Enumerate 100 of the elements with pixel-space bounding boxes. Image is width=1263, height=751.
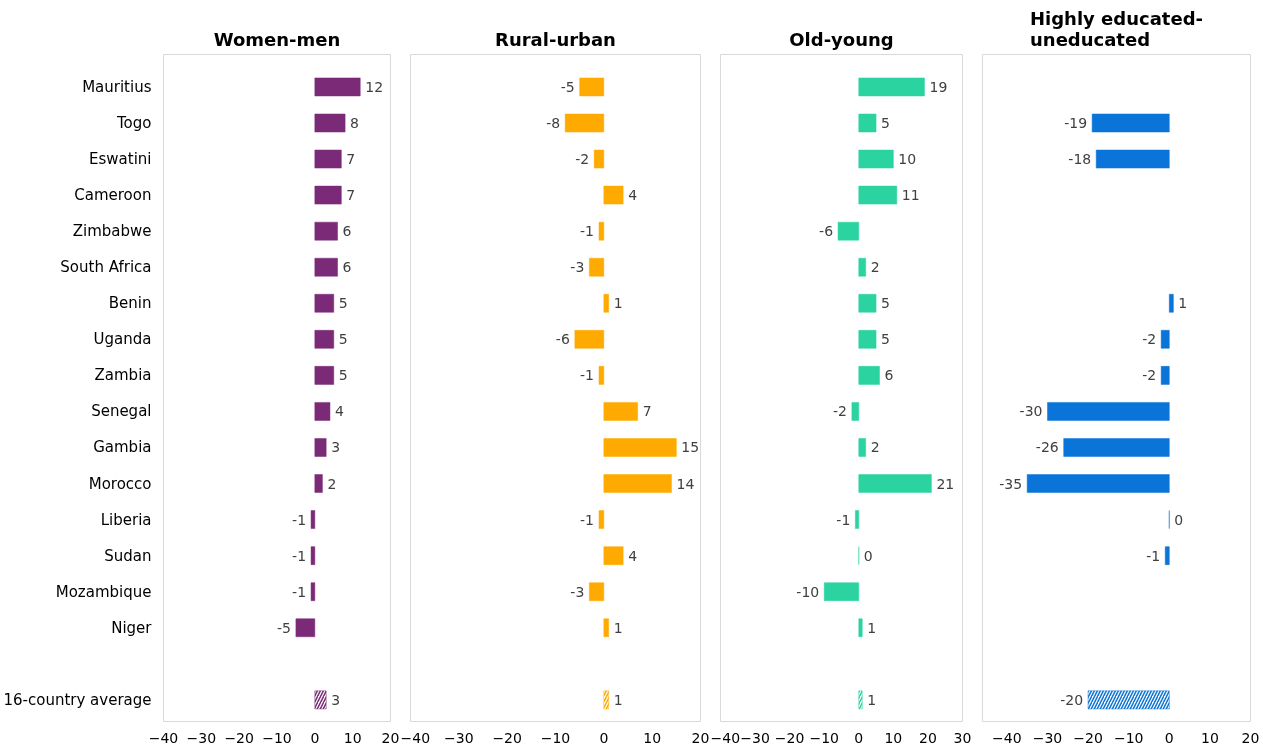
data-label: 14 (676, 475, 695, 492)
data-label: 1 (1178, 295, 1188, 312)
data-label: 19 (929, 78, 948, 95)
data-label: -1 (580, 223, 595, 240)
bar (314, 366, 334, 385)
bar (310, 582, 316, 601)
data-label: 7 (642, 403, 652, 420)
y-tick-label: Togo (116, 114, 152, 132)
y-tick-label: Niger (111, 618, 153, 637)
data-label: -3 (570, 583, 585, 600)
bar (858, 474, 932, 493)
y-tick-label: Zimbabwe (72, 222, 152, 241)
y-tick-label: Cameroon (74, 186, 152, 205)
bar (314, 257, 338, 277)
y-tick-label: Liberia (100, 510, 152, 529)
data-label: 1 (613, 691, 623, 708)
data-label: 3 (331, 691, 341, 708)
data-label: 0 (863, 547, 873, 564)
x-tick-label: 20 (381, 729, 400, 746)
x-tick-label: 20 (1241, 729, 1260, 746)
data-label: 4 (334, 403, 344, 420)
chart-title: Rural-urban (495, 28, 616, 50)
bar (314, 77, 361, 97)
y-tick-label: Eswatini (89, 150, 152, 169)
bar (837, 221, 860, 241)
chart-title: Highly educated- uneducated (1030, 7, 1203, 50)
bar (603, 618, 609, 638)
bar (598, 221, 605, 241)
data-label: 6 (342, 223, 352, 240)
bar (858, 113, 877, 133)
data-label: -19 (1064, 115, 1088, 131)
bar (858, 77, 925, 97)
data-label: 5 (881, 115, 890, 131)
x-tick-label: 10 (643, 729, 662, 746)
data-label: 4 (628, 547, 638, 564)
bar (314, 402, 331, 421)
y-tick-label: South Africa (60, 258, 152, 277)
x-tick-label: 10 (884, 729, 903, 746)
bar (603, 546, 624, 565)
data-label: 2 (870, 259, 880, 276)
data-label: -3 (570, 259, 585, 276)
bar (855, 510, 860, 529)
data-label: 21 (936, 475, 955, 492)
data-label: 6 (342, 259, 352, 276)
x-tick-label: 10 (343, 729, 362, 746)
y-tick-label: Morocco (88, 474, 152, 493)
bar (858, 366, 880, 385)
data-label: 3 (331, 439, 341, 456)
x-tick-label: 20 (691, 729, 710, 746)
data-label: -2 (1142, 331, 1157, 348)
y-tick-label: 16-country average (3, 690, 152, 709)
data-label: 5 (338, 295, 348, 312)
bar (295, 618, 316, 638)
bar (310, 546, 316, 565)
bar (314, 149, 342, 169)
y-tick-label: Sudan (104, 546, 152, 565)
x-tick-label: −40 (400, 729, 431, 746)
chart-title: Old-young (789, 28, 894, 50)
data-label: 1 (613, 619, 623, 636)
bar (314, 113, 346, 133)
bar (603, 474, 672, 493)
data-label: 2 (327, 475, 337, 492)
data-label: -6 (555, 331, 570, 348)
data-label: 1 (867, 691, 877, 708)
data-label: -1 (1146, 547, 1161, 564)
x-tick-label: −20 (492, 729, 522, 746)
data-label: 8 (350, 115, 360, 131)
data-label: -5 (276, 619, 291, 636)
bar (589, 582, 605, 601)
data-label: -35 (999, 475, 1023, 492)
data-label: -8 (546, 115, 561, 131)
data-label: 2 (870, 439, 880, 456)
data-label: 7 (346, 187, 356, 204)
data-label: -2 (575, 151, 590, 168)
x-tick-label: −20 (1073, 729, 1103, 746)
x-tick-label: 0 (854, 729, 864, 746)
bar (314, 330, 334, 349)
x-tick-label: −40 (710, 729, 741, 746)
x-tick-label: −30 (740, 729, 770, 746)
data-label: 0 (1174, 511, 1184, 528)
bar (314, 474, 323, 493)
x-tick-label: −30 (186, 729, 217, 746)
x-tick-label: −10 (262, 729, 292, 746)
data-label: 15 (681, 439, 700, 456)
data-label: 10 (898, 151, 917, 168)
data-label: -2 (832, 403, 847, 420)
bar (858, 294, 877, 313)
bar (858, 257, 866, 277)
data-label: 5 (338, 367, 348, 384)
data-label: 4 (628, 187, 638, 204)
x-tick-label: −40 (992, 729, 1022, 746)
bar (314, 438, 327, 457)
data-label: -20 (1060, 691, 1084, 708)
x-tick-label: −10 (540, 729, 571, 746)
bar (823, 582, 860, 601)
y-tick-label: Gambia (93, 438, 152, 457)
data-label: 12 (365, 78, 384, 95)
bar (858, 330, 877, 349)
data-label: 7 (346, 151, 356, 168)
y-tick-label: Zambia (94, 366, 152, 385)
